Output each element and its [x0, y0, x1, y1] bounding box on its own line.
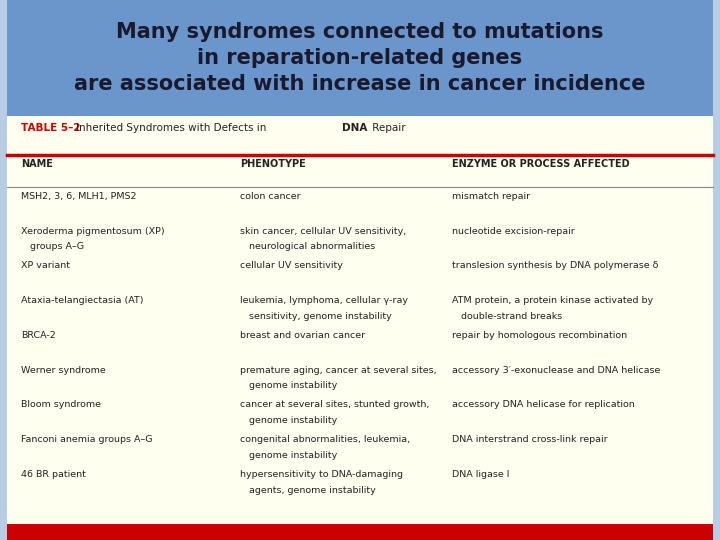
- Text: leukemia, lymphoma, cellular γ-ray: leukemia, lymphoma, cellular γ-ray: [240, 296, 408, 305]
- Text: genome instability: genome instability: [240, 451, 337, 460]
- Text: Werner syndrome: Werner syndrome: [21, 366, 106, 375]
- FancyBboxPatch shape: [6, 116, 714, 524]
- Text: Ataxia-telangiectasia (AT): Ataxia-telangiectasia (AT): [21, 296, 143, 305]
- Text: XP variant: XP variant: [21, 261, 70, 271]
- Text: skin cancer, cellular UV sensitivity,: skin cancer, cellular UV sensitivity,: [240, 226, 406, 235]
- Text: breast and ovarian cancer: breast and ovarian cancer: [240, 331, 365, 340]
- Text: genome instability: genome instability: [240, 416, 337, 425]
- Text: repair by homologous recombination: repair by homologous recombination: [452, 331, 627, 340]
- Text: double-strand breaks: double-strand breaks: [452, 312, 562, 321]
- Text: cancer at several sites, stunted growth,: cancer at several sites, stunted growth,: [240, 401, 429, 409]
- Text: 46 BR patient: 46 BR patient: [21, 470, 86, 479]
- FancyBboxPatch shape: [6, 524, 714, 540]
- Text: Xeroderma pigmentosum (XP): Xeroderma pigmentosum (XP): [21, 226, 164, 235]
- Text: Repair: Repair: [369, 123, 406, 133]
- Text: Many syndromes connected to mutations
in reparation-related genes
are associated: Many syndromes connected to mutations in…: [74, 22, 646, 94]
- Text: accessory DNA helicase for replication: accessory DNA helicase for replication: [452, 401, 634, 409]
- Text: DNA: DNA: [341, 123, 367, 133]
- Text: PHENOTYPE: PHENOTYPE: [240, 159, 306, 170]
- Text: nucleotide excision-repair: nucleotide excision-repair: [452, 226, 575, 235]
- Text: sensitivity, genome instability: sensitivity, genome instability: [240, 312, 392, 321]
- Text: BRCA-2: BRCA-2: [21, 331, 55, 340]
- Text: MSH2, 3, 6, MLH1, PMS2: MSH2, 3, 6, MLH1, PMS2: [21, 192, 136, 201]
- Text: genome instability: genome instability: [240, 381, 337, 390]
- Text: DNA ligase I: DNA ligase I: [452, 470, 509, 479]
- Text: accessory 3′-exonuclease and DNA helicase: accessory 3′-exonuclease and DNA helicas…: [452, 366, 660, 375]
- Text: hypersensitivity to DNA-damaging: hypersensitivity to DNA-damaging: [240, 470, 403, 479]
- Text: congenital abnormalities, leukemia,: congenital abnormalities, leukemia,: [240, 435, 410, 444]
- Text: DNA interstrand cross-link repair: DNA interstrand cross-link repair: [452, 435, 608, 444]
- Text: agents, genome instability: agents, genome instability: [240, 486, 376, 495]
- Text: neurological abnormalities: neurological abnormalities: [240, 242, 375, 251]
- Text: mismatch repair: mismatch repair: [452, 192, 530, 201]
- Text: premature aging, cancer at several sites,: premature aging, cancer at several sites…: [240, 366, 436, 375]
- Text: NAME: NAME: [21, 159, 53, 170]
- Text: groups A–G: groups A–G: [21, 242, 84, 251]
- Text: Inherited Syndromes with Defects in: Inherited Syndromes with Defects in: [76, 123, 269, 133]
- Text: ATM protein, a protein kinase activated by: ATM protein, a protein kinase activated …: [452, 296, 653, 305]
- FancyBboxPatch shape: [6, 0, 714, 116]
- Text: Fanconi anemia groups A–G: Fanconi anemia groups A–G: [21, 435, 153, 444]
- Text: translesion synthesis by DNA polymerase δ: translesion synthesis by DNA polymerase …: [452, 261, 658, 271]
- Text: TABLE 5–2: TABLE 5–2: [21, 123, 88, 133]
- Text: ENZYME OR PROCESS AFFECTED: ENZYME OR PROCESS AFFECTED: [452, 159, 629, 170]
- Text: colon cancer: colon cancer: [240, 192, 300, 201]
- Text: Bloom syndrome: Bloom syndrome: [21, 401, 101, 409]
- Text: cellular UV sensitivity: cellular UV sensitivity: [240, 261, 343, 271]
